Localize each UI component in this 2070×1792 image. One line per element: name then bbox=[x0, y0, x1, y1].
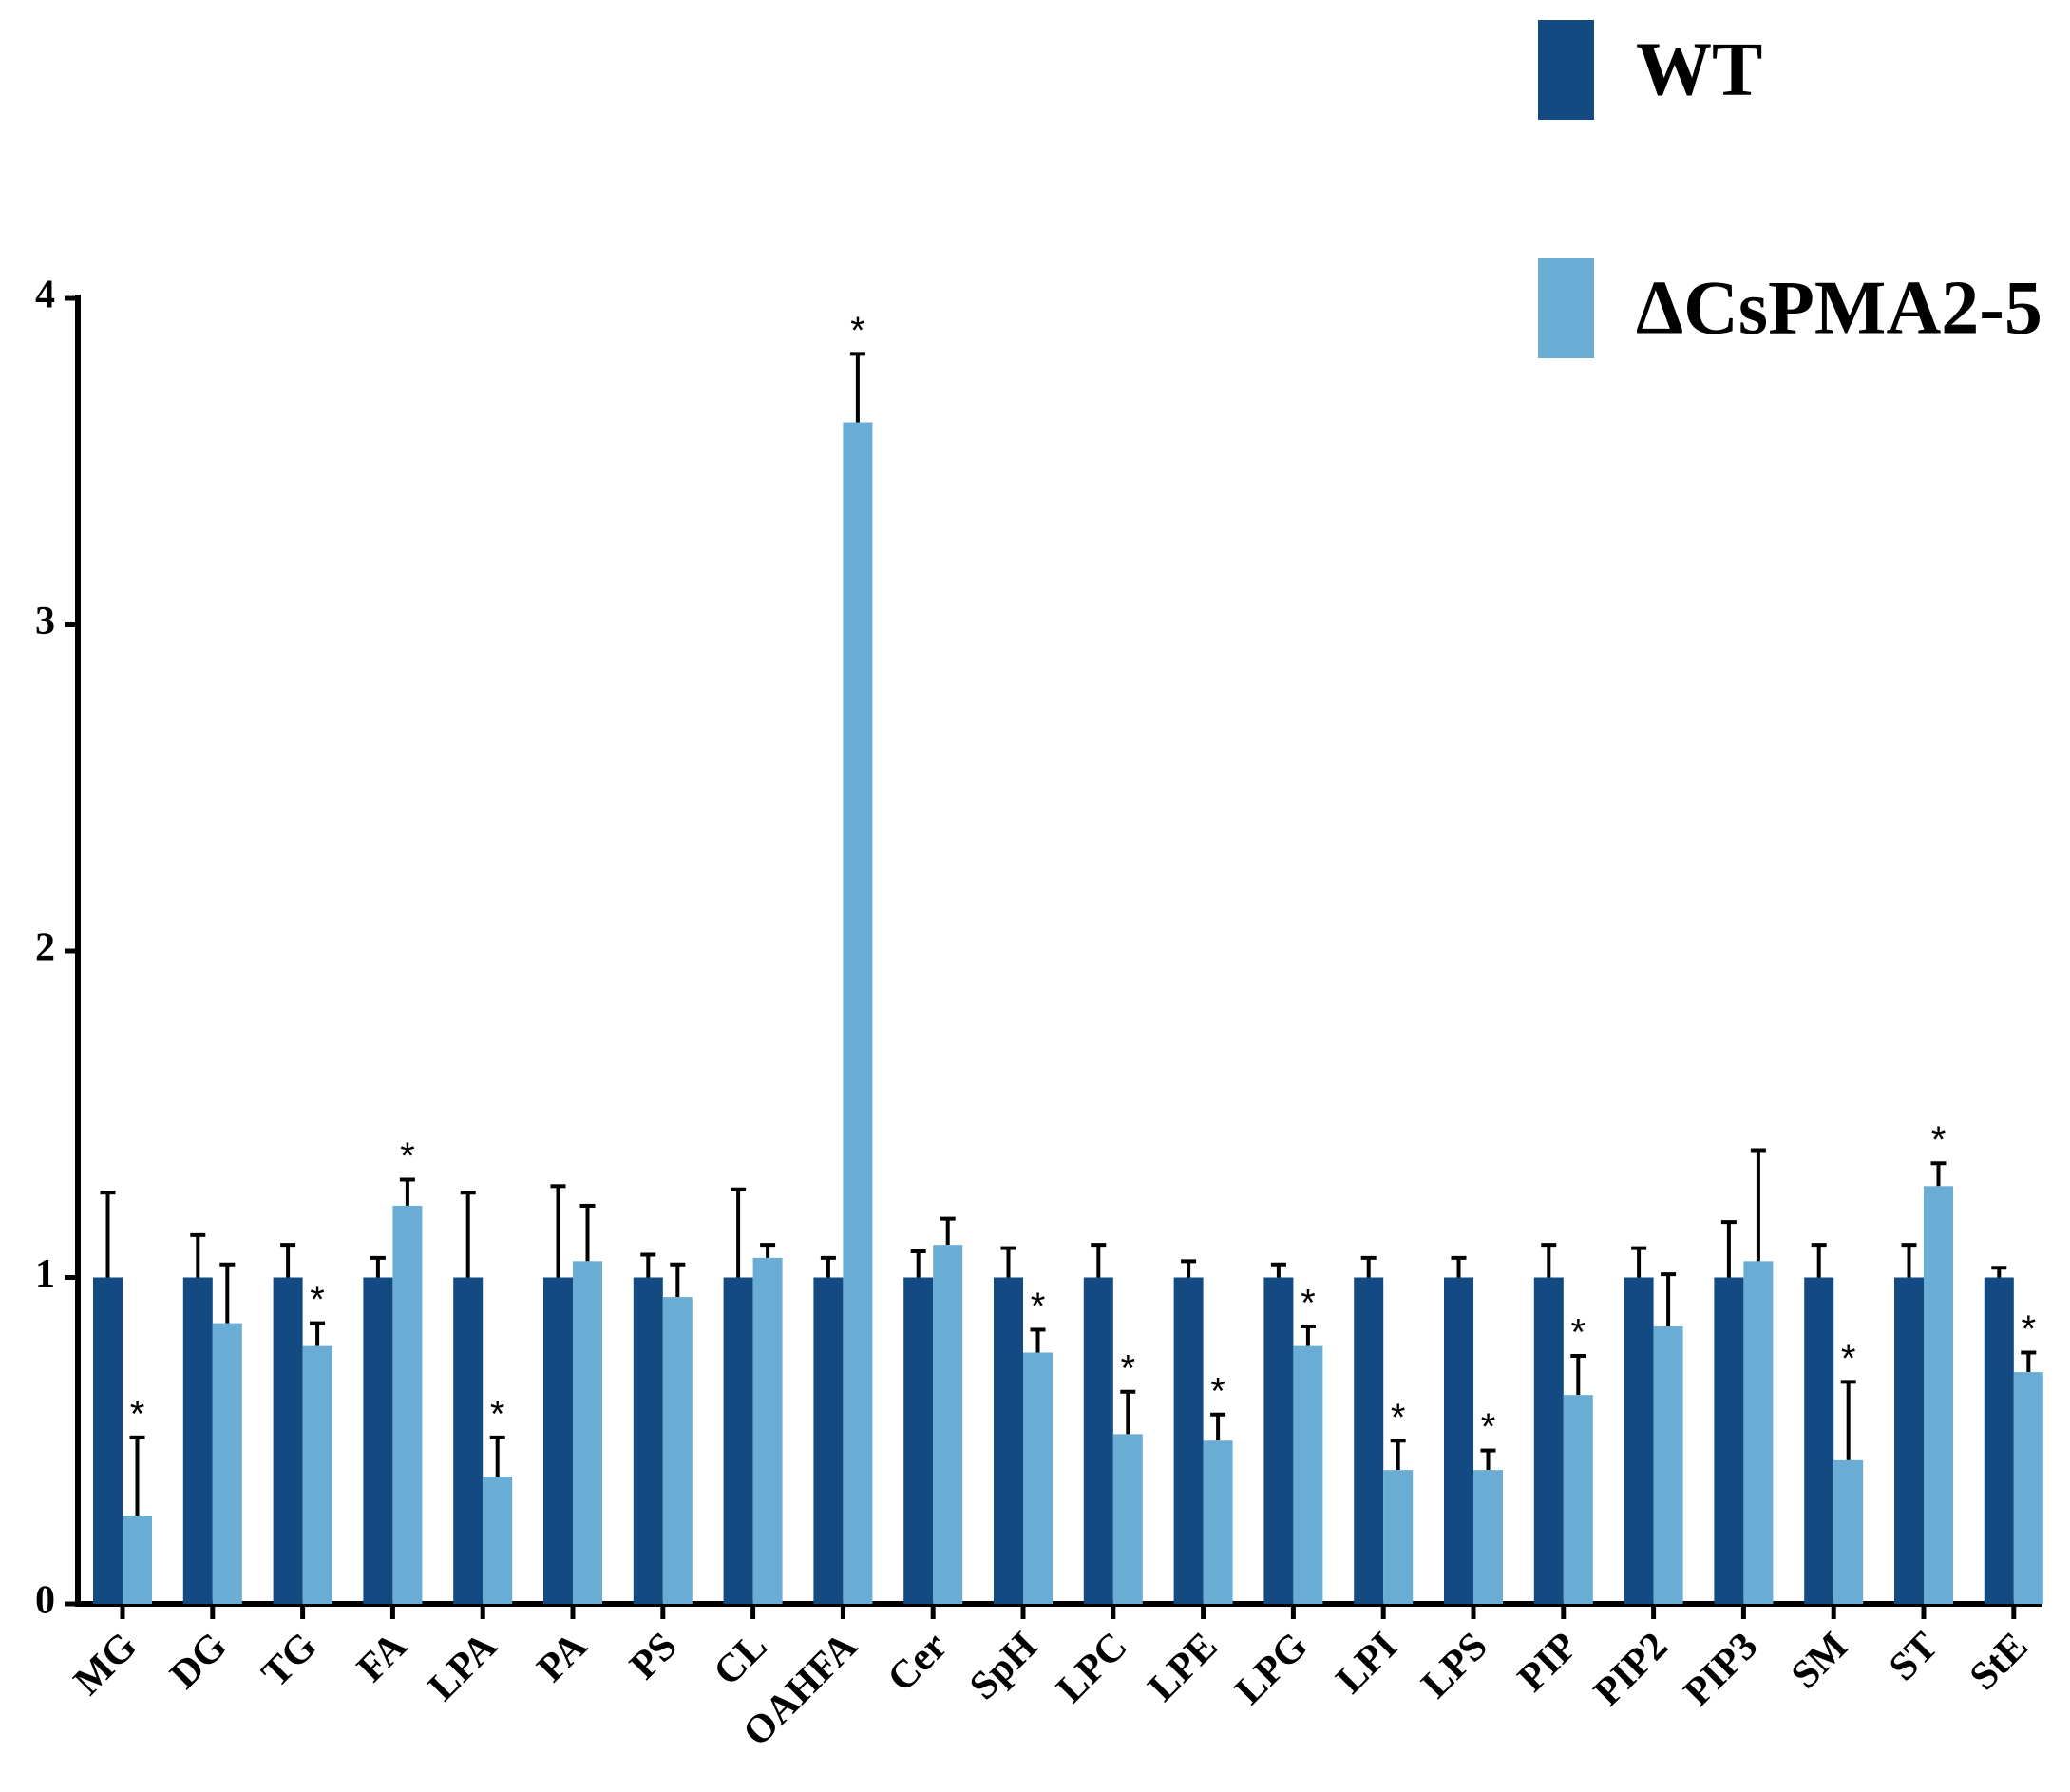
bar bbox=[1985, 1278, 2014, 1605]
x-tick-label: PIP3 bbox=[1676, 1624, 1766, 1714]
y-tick-label: 2 bbox=[35, 926, 55, 970]
legend-swatch bbox=[1538, 20, 1594, 120]
significance-label: * bbox=[850, 310, 865, 352]
bar bbox=[392, 1206, 422, 1604]
x-tick-label: FA bbox=[349, 1624, 415, 1690]
significance-label: * bbox=[1210, 1370, 1225, 1412]
x-tick-label: LPE bbox=[1140, 1624, 1225, 1709]
significance-label: * bbox=[400, 1135, 415, 1177]
bar bbox=[843, 423, 872, 1604]
significance-label: * bbox=[310, 1279, 325, 1321]
significance-label: * bbox=[1301, 1283, 1316, 1325]
x-tick-label: TG bbox=[254, 1624, 325, 1695]
x-tick-label: LPA bbox=[420, 1624, 505, 1709]
bar bbox=[2014, 1372, 2043, 1604]
bar bbox=[1113, 1434, 1143, 1604]
bar bbox=[274, 1278, 303, 1605]
bar bbox=[933, 1245, 962, 1604]
bar bbox=[573, 1261, 602, 1604]
bar bbox=[1534, 1278, 1564, 1605]
bar bbox=[1354, 1278, 1383, 1605]
bar bbox=[1084, 1278, 1113, 1605]
bar bbox=[1564, 1395, 1593, 1604]
bar bbox=[903, 1278, 933, 1605]
x-tick-label: PA bbox=[529, 1624, 596, 1690]
legend-label: WT bbox=[1636, 28, 1762, 111]
bar bbox=[1804, 1278, 1833, 1605]
bar bbox=[1833, 1460, 1863, 1604]
legend-label: ΔCsPMA2-5 bbox=[1636, 266, 2042, 350]
significance-label: * bbox=[2022, 1308, 2037, 1350]
x-tick-label: Cer bbox=[880, 1624, 956, 1700]
bar bbox=[1204, 1440, 1233, 1604]
bar bbox=[1624, 1278, 1654, 1605]
bar bbox=[453, 1278, 483, 1605]
x-tick-label: LPC bbox=[1049, 1624, 1136, 1711]
x-tick-label: ST bbox=[1881, 1624, 1947, 1689]
bar bbox=[1473, 1470, 1503, 1604]
significance-label: * bbox=[1481, 1406, 1496, 1448]
bar bbox=[1174, 1278, 1204, 1605]
y-tick-label: 0 bbox=[35, 1579, 55, 1623]
bar bbox=[1444, 1278, 1473, 1605]
x-tick-label: SM bbox=[1783, 1624, 1856, 1697]
bar bbox=[634, 1278, 663, 1605]
bar bbox=[1383, 1470, 1413, 1604]
bar bbox=[123, 1516, 152, 1604]
x-tick-label: LPG bbox=[1227, 1624, 1317, 1713]
bar bbox=[1263, 1278, 1293, 1605]
bar bbox=[1924, 1186, 1953, 1604]
bar bbox=[483, 1477, 512, 1604]
bar bbox=[663, 1297, 693, 1604]
bar bbox=[1023, 1353, 1053, 1604]
x-tick-label: PIP bbox=[1510, 1624, 1586, 1700]
significance-label: * bbox=[490, 1393, 505, 1435]
y-tick-label: 4 bbox=[35, 274, 55, 317]
x-tick-label: StE bbox=[1962, 1624, 2037, 1699]
x-tick-label: LPS bbox=[1414, 1624, 1496, 1706]
significance-label: * bbox=[1031, 1286, 1046, 1327]
bar bbox=[183, 1278, 213, 1605]
x-tick-label: CL bbox=[706, 1624, 776, 1694]
x-tick-label: MG bbox=[66, 1624, 145, 1704]
x-tick-label: PS bbox=[622, 1624, 686, 1687]
bar bbox=[1714, 1278, 1743, 1605]
bar bbox=[213, 1324, 242, 1604]
bar bbox=[1293, 1346, 1322, 1604]
significance-label: * bbox=[1931, 1119, 1947, 1161]
bar bbox=[994, 1278, 1023, 1605]
bar bbox=[543, 1278, 573, 1605]
x-tick-label: SpH bbox=[961, 1624, 1046, 1708]
x-tick-label: DG bbox=[162, 1624, 236, 1697]
significance-label: * bbox=[130, 1393, 145, 1435]
bar bbox=[753, 1258, 783, 1604]
bar bbox=[303, 1346, 332, 1604]
bar bbox=[93, 1278, 123, 1605]
x-tick-label: PIP2 bbox=[1586, 1624, 1676, 1714]
bar bbox=[1743, 1261, 1773, 1604]
significance-label: * bbox=[1841, 1338, 1856, 1380]
y-tick-label: 3 bbox=[35, 600, 55, 643]
x-tick-label: LPI bbox=[1328, 1624, 1406, 1702]
legend-swatch bbox=[1538, 258, 1594, 358]
significance-label: * bbox=[1391, 1397, 1406, 1439]
bar bbox=[813, 1278, 843, 1605]
bar bbox=[724, 1278, 753, 1605]
significance-label: * bbox=[1121, 1347, 1136, 1389]
y-tick-label: 1 bbox=[35, 1252, 55, 1296]
bar bbox=[363, 1278, 392, 1605]
bar bbox=[1654, 1326, 1683, 1604]
bar bbox=[1894, 1278, 1924, 1605]
significance-label: * bbox=[1571, 1312, 1586, 1354]
